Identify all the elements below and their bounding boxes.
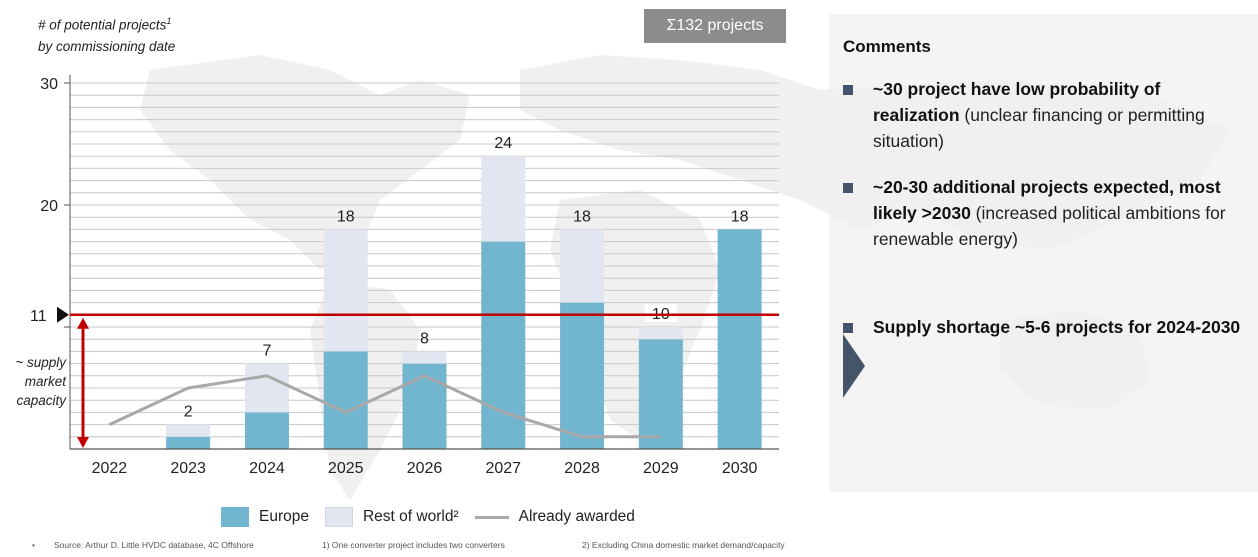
bullet-square [843, 183, 853, 193]
bar-europe-2029 [638, 339, 683, 449]
chevron-arrow-icon [843, 334, 865, 398]
x-tick-label-2022: 2022 [92, 460, 128, 477]
y-axis-title-line1: # of potential projects [38, 17, 167, 33]
y-axis-title-line2: by commissioning date [38, 38, 176, 54]
supply-capacity-text-3: capacity [16, 393, 67, 408]
data-label-2030: 18 [731, 208, 749, 225]
legend-swatch-rest [324, 507, 353, 527]
x-tick-label-2027: 2027 [485, 460, 521, 477]
x-tick-label-2023: 2023 [170, 460, 206, 477]
footnote-1: 1) One converter project includes two co… [322, 540, 505, 550]
line-already-awarded [108, 374, 661, 439]
legend-item-awarded: Already awarded [474, 508, 635, 526]
data-label-2023: 2 [184, 404, 193, 421]
comment-3-bold: Supply shortage ~5-6 projects for 2024-2… [873, 317, 1241, 337]
y-tick-label: 30 [40, 76, 58, 93]
x-tick-label-2025: 2025 [328, 460, 364, 477]
bullet-square [843, 85, 853, 95]
bar-europe-2028 [560, 302, 605, 449]
footnote-marker-1: 1 [166, 16, 172, 26]
supply-capacity-text-2: market [25, 374, 68, 389]
data-label-2028: 18 [573, 208, 591, 225]
arrow-down-icon [77, 437, 89, 448]
x-tick-label-2029: 2029 [643, 460, 679, 477]
bar-europe-2030 [717, 229, 762, 449]
supply-capacity-value: 11 [30, 308, 47, 325]
footnote-bullet: • [32, 540, 35, 550]
comment-item-3: Supply shortage ~5-6 projects for 2024-2… [843, 314, 1248, 340]
supply-capacity-text-1: ~ supply [15, 355, 67, 370]
bar-europe-2024 [244, 412, 289, 449]
footnote-source: Source: Arthur D. Little HVDC database, … [54, 540, 254, 550]
comment-item-2: ~20-30 additional projects expected, mos… [843, 174, 1248, 252]
arrow-up-icon [77, 317, 89, 329]
legend-label-rest: Rest of world² [362, 508, 459, 525]
data-label-2026: 8 [420, 330, 429, 347]
bar-rest-of-world-2023 [166, 424, 211, 437]
bar-europe-2023 [166, 436, 211, 449]
triangle-marker-icon [57, 306, 69, 323]
bar-rest-of-world-2025 [323, 229, 368, 352]
comment-2-bold: ~20-30 additional projects expected, mos… [873, 177, 1221, 223]
bar-chart: 2030202222023720241820258202624202718202… [15, 75, 779, 477]
legend-item-rest: Rest of world² [324, 507, 459, 527]
x-tick-label-2028: 2028 [564, 460, 600, 477]
comment-2-rest: (increased political ambitions for renew… [873, 203, 1226, 249]
comments-title: Comments [843, 37, 931, 56]
y-axis-title: # of potential projects1 by commissionin… [38, 11, 175, 57]
data-label-2024: 7 [262, 343, 271, 360]
legend-label-europe: Europe [259, 508, 309, 525]
bar-europe-2027 [481, 241, 526, 449]
bullet-square [843, 323, 853, 333]
comment-item-1: ~30 project have low probability of real… [843, 76, 1248, 154]
y-tick-label: 20 [40, 198, 58, 215]
legend-swatch-europe [221, 507, 249, 527]
bar-europe-2025 [323, 351, 368, 449]
legend-swatch-awarded [474, 515, 509, 519]
x-tick-label-2026: 2026 [407, 460, 443, 477]
x-tick-label-2030: 2030 [722, 460, 758, 477]
x-tick-label-2024: 2024 [249, 460, 285, 477]
data-label-bg [644, 304, 677, 322]
footnote-2: 2) Excluding China domestic market deman… [582, 540, 785, 550]
bar-rest-of-world-2026 [402, 351, 447, 364]
bar-rest-of-world-2029 [638, 327, 683, 340]
comment-1-rest: (unclear financing or permitting situati… [873, 105, 1205, 151]
chart-legend: Europe Rest of world² Already awarded [221, 505, 651, 529]
data-label-2027: 24 [494, 135, 512, 152]
legend-label-awarded: Already awarded [518, 508, 635, 525]
data-label-2025: 18 [337, 208, 355, 225]
comments-panel: Comments ~30 project have low probabilit… [829, 14, 1258, 492]
bar-rest-of-world-2028 [560, 229, 605, 303]
bar-europe-2026 [402, 363, 447, 449]
bar-rest-of-world-2027 [481, 156, 526, 242]
comment-1-bold: ~30 project have low probability of real… [873, 79, 1161, 125]
bar-rest-of-world-2024 [244, 363, 289, 413]
total-projects-badge: Σ132 projects [644, 9, 786, 43]
legend-item-europe: Europe [221, 507, 309, 527]
